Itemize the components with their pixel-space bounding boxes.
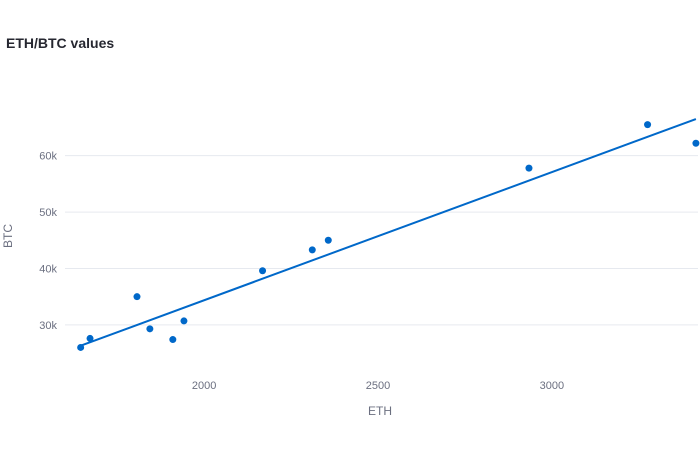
y-tick-label: 60k [39, 151, 57, 163]
grid-lines [65, 155, 698, 326]
x-axis-label: ETH [368, 404, 392, 418]
data-point[interactable] [77, 343, 85, 351]
x-tick-label: 3000 [540, 380, 564, 392]
data-point[interactable] [692, 139, 700, 147]
x-tick-label: 2000 [192, 380, 216, 392]
x-tick-label: 2500 [366, 380, 390, 392]
y-tick-label: 50k [39, 207, 57, 219]
data-point[interactable] [259, 267, 267, 275]
data-point[interactable] [525, 164, 533, 172]
trendline [80, 118, 697, 347]
trendline-layer [80, 118, 697, 347]
data-point[interactable] [324, 236, 332, 244]
data-point[interactable] [180, 317, 188, 325]
y-tick-label: 40k [39, 263, 57, 275]
x-axis-ticks: 2000 2500 3000 [192, 380, 564, 392]
data-point[interactable] [133, 293, 141, 301]
y-axis-ticks: 30k 40k 50k 60k [39, 151, 57, 332]
data-point[interactable] [308, 246, 316, 254]
y-tick-label: 30k [39, 320, 57, 332]
data-point[interactable] [644, 121, 652, 129]
data-point[interactable] [146, 325, 154, 333]
y-axis-label: BTC [1, 224, 15, 248]
points-layer [77, 121, 700, 351]
chart-title: ETH/BTC values [6, 35, 115, 51]
data-point[interactable] [86, 334, 94, 342]
data-point[interactable] [169, 336, 177, 344]
